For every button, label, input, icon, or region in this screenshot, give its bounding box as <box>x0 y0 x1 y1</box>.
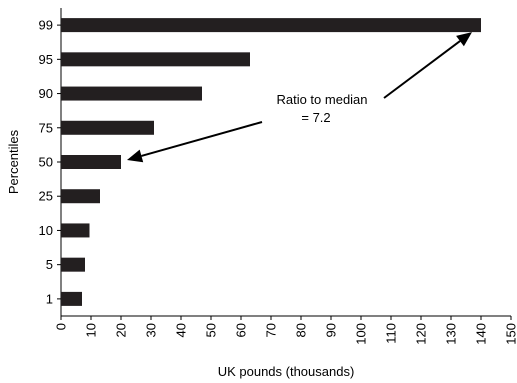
x-tick-label: 150 <box>504 323 517 345</box>
x-tick-label: 90 <box>324 323 339 337</box>
x-ticks: 0 10 20 30 40 50 60 70 80 90 100 110 120 130 140 150 <box>54 316 517 345</box>
plot-area: 99 95 90 75 50 25 10 5 1 0 10 20 30 40 50 60 70 80 90 100 1… <box>39 8 517 345</box>
y-tick-label: 99 <box>39 18 53 33</box>
y-tick-label: 10 <box>39 223 53 238</box>
bar-p5 <box>61 257 85 272</box>
bar-p50 <box>61 155 121 169</box>
y-axis-title: Percentiles <box>6 129 21 194</box>
x-tick-label: 50 <box>204 323 219 337</box>
annotation-arrows <box>127 32 472 163</box>
annotation-line-2: = 7.2 <box>301 110 330 125</box>
bar-p75 <box>61 120 154 135</box>
bars <box>61 18 481 306</box>
x-axis-title: UK pounds (thousands) <box>218 364 355 379</box>
x-tick-label: 140 <box>474 323 489 345</box>
bar-p10 <box>61 223 90 238</box>
y-tick-label: 50 <box>39 155 53 170</box>
x-tick-label: 30 <box>144 323 159 337</box>
annotation-background <box>256 90 384 128</box>
x-tick-label: 20 <box>114 323 129 337</box>
y-tick-label: 90 <box>39 86 53 101</box>
x-tick-label: 120 <box>414 323 429 345</box>
x-tick-label: 80 <box>294 323 309 337</box>
arrow-to-p99 <box>383 32 472 99</box>
arrow-to-p50 <box>127 121 263 163</box>
x-tick-label: 0 <box>54 323 69 330</box>
x-tick-label: 10 <box>84 323 99 337</box>
bar-p25 <box>61 189 100 204</box>
y-tick-label: 95 <box>39 52 53 67</box>
y-ticks: 99 95 90 75 50 25 10 5 1 <box>39 18 61 306</box>
y-tick-label: 75 <box>39 120 53 135</box>
ratio-annotation: Ratio to median = 7.2 <box>127 32 472 163</box>
bar-p1 <box>61 291 82 306</box>
x-tick-label: 70 <box>264 323 279 337</box>
x-tick-label: 40 <box>174 323 189 337</box>
x-tick-label: 60 <box>234 323 249 337</box>
x-tick-label: 100 <box>354 323 369 345</box>
y-tick-label: 25 <box>39 189 53 204</box>
annotation-line-1: Ratio to median <box>276 92 367 107</box>
y-tick-label: 1 <box>46 291 53 306</box>
bar-p90 <box>61 86 202 101</box>
bar-p95 <box>61 52 250 67</box>
x-tick-label: 110 <box>384 323 399 344</box>
y-tick-label: 5 <box>46 257 53 272</box>
x-tick-label: 130 <box>444 323 459 345</box>
bar-p99 <box>61 18 481 33</box>
